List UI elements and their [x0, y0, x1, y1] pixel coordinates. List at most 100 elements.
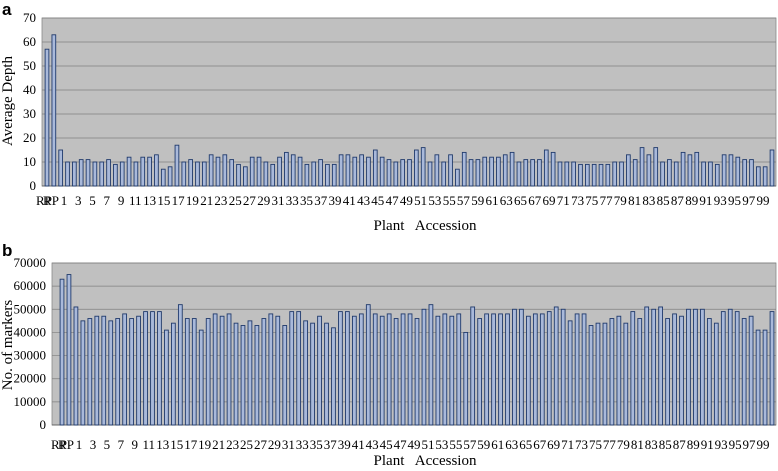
bar: [160, 168, 166, 187]
bar: [352, 156, 358, 187]
bar: [191, 318, 197, 426]
bar: [150, 311, 155, 426]
bar: [268, 313, 274, 426]
bar: [602, 322, 608, 426]
bar: [372, 313, 378, 426]
bar: [208, 154, 214, 187]
x-tick-label: 77: [600, 193, 614, 208]
bar: [219, 315, 225, 426]
bar: [345, 311, 350, 426]
bar: [741, 318, 747, 426]
bar: [177, 304, 183, 426]
bar: [310, 322, 315, 426]
bar: [434, 154, 440, 187]
bar: [755, 166, 761, 187]
bar: [73, 306, 79, 426]
bar: [720, 311, 726, 426]
bar: [489, 156, 494, 187]
x-tick-label: 87: [673, 437, 687, 452]
bar: [400, 159, 405, 187]
x-tick-label: 9: [132, 437, 139, 452]
bar: [407, 159, 412, 187]
x-tick-label: 23: [214, 193, 227, 208]
x-tick-label: 11: [129, 193, 142, 208]
x-tick-label: 31: [282, 437, 295, 452]
x-tick-label: 59: [471, 193, 484, 208]
x-tick-label: 51: [422, 437, 435, 452]
bar: [686, 308, 691, 426]
x-tick-label: 13: [156, 437, 169, 452]
x-tick-label: 49: [408, 437, 421, 452]
y-tick-label: 20: [23, 130, 36, 145]
x-tick-label: 53: [435, 437, 448, 452]
bar: [498, 313, 503, 426]
bar: [644, 306, 650, 426]
x-tick-label: 61: [491, 437, 504, 452]
bar: [609, 318, 615, 426]
bar: [420, 147, 426, 187]
x-tick-label: 99: [757, 437, 770, 452]
bar: [324, 322, 329, 426]
x-tick-label: 11: [143, 437, 156, 452]
x-tick-label: 83: [642, 193, 655, 208]
x-tick-label: 17: [184, 437, 198, 452]
x-tick-label: 75: [589, 437, 602, 452]
bar: [236, 163, 241, 187]
x-tick-label: 71: [561, 437, 574, 452]
bar: [526, 315, 531, 426]
bar: [318, 159, 323, 187]
x-tick-label: 1: [61, 193, 68, 208]
x-tick-label: 35: [310, 437, 323, 452]
bar: [147, 156, 152, 187]
x-tick-label: RP: [51, 437, 67, 452]
bar: [557, 161, 563, 187]
x-tick-label: 5: [89, 193, 96, 208]
x-tick-label: 97: [743, 437, 757, 452]
bar: [530, 159, 535, 187]
panel-b-y-axis-label: No. of markers: [0, 300, 16, 391]
bar: [414, 318, 420, 426]
bar: [331, 163, 337, 187]
bar: [769, 149, 775, 187]
x-tick-label: 25: [229, 193, 242, 208]
bar: [233, 322, 239, 426]
bar: [254, 325, 260, 426]
x-tick-label: 73: [571, 193, 584, 208]
x-tick-label: 39: [338, 437, 351, 452]
panel-a-bars: [44, 34, 775, 187]
bar: [222, 154, 228, 187]
bar: [101, 315, 107, 426]
bar: [59, 278, 65, 426]
bar: [749, 159, 754, 187]
x-tick-label: 93: [714, 193, 727, 208]
panel-b-y-tick-labels: 0 10000 20000 30000 40000 50000 60000 70000: [14, 255, 47, 432]
x-tick-label: 7: [104, 193, 111, 208]
bar: [184, 318, 190, 426]
x-tick-label: 37: [324, 437, 338, 452]
x-tick-label: 69: [543, 193, 556, 208]
bar: [456, 313, 462, 426]
bar: [687, 154, 693, 187]
x-tick-label: 95: [728, 193, 741, 208]
x-tick-label: 53: [428, 193, 441, 208]
bar: [637, 318, 643, 426]
bar: [215, 156, 221, 187]
bar: [256, 156, 262, 187]
x-tick-label: 97: [742, 193, 756, 208]
x-tick-label: 67: [533, 437, 547, 452]
bar: [414, 149, 419, 187]
bar: [386, 159, 392, 187]
bar: [595, 322, 601, 426]
bar: [588, 325, 594, 426]
bar: [66, 274, 72, 426]
bar: [297, 156, 303, 187]
bar: [708, 161, 713, 187]
bar: [290, 154, 296, 187]
panel-a-y-axis-label: Average Depth: [0, 55, 16, 146]
bar: [680, 151, 686, 187]
bar: [581, 313, 587, 426]
bar: [694, 151, 700, 187]
x-tick-label: 69: [547, 437, 560, 452]
bar: [537, 159, 542, 187]
